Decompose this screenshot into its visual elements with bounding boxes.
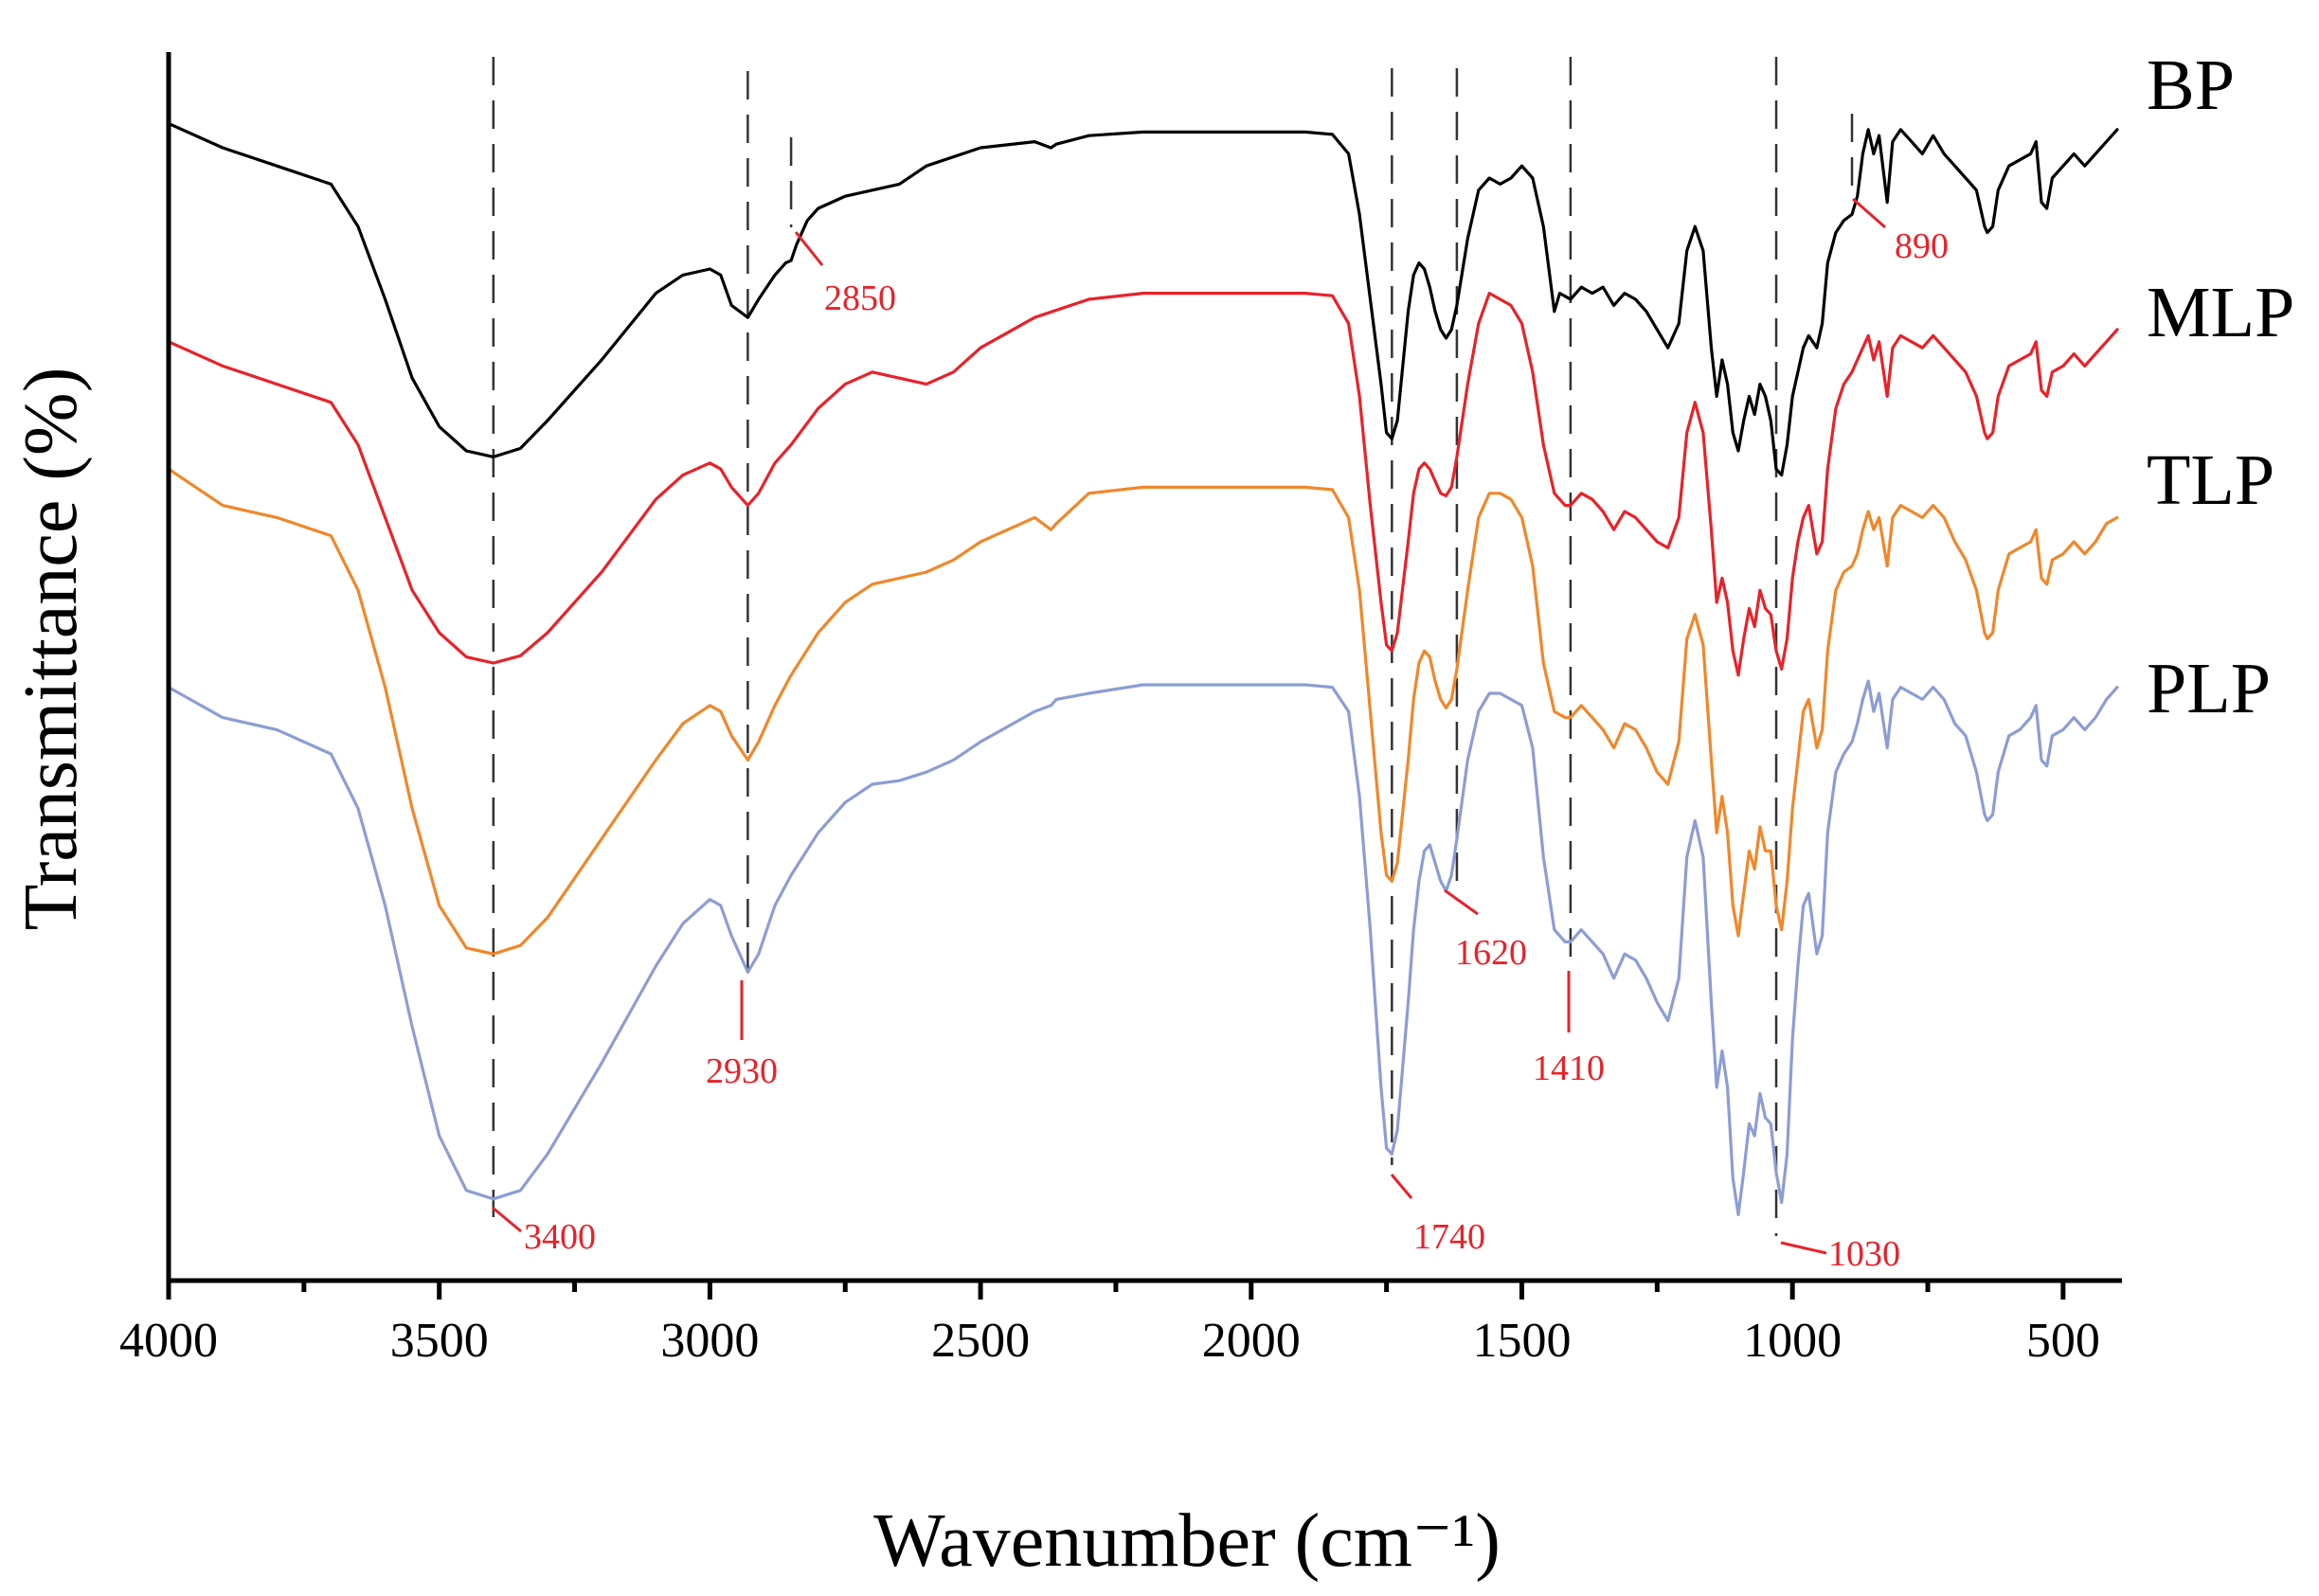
series-layer [167, 121, 2119, 1216]
series-label-mlp: MLP [2147, 273, 2294, 352]
x-tick-label: 3000 [660, 1314, 759, 1368]
annotation-leader-1620 [1444, 888, 1479, 916]
x-tick-label: 2000 [1202, 1314, 1301, 1368]
reference-lines [492, 57, 1854, 1236]
annotation-leader-890 [1852, 197, 1886, 229]
annotation-label-1030: 1030 [1828, 1234, 1900, 1274]
annotation-leader-2850 [794, 231, 824, 266]
series-line-plp [167, 679, 2119, 1216]
series-label-bp: BP [2147, 45, 2235, 125]
annotation-label-2850: 2850 [824, 278, 896, 318]
x-tick-label: 3500 [390, 1314, 489, 1368]
x-tick-label: 1500 [1472, 1314, 1571, 1368]
annotation-label-3400: 3400 [524, 1217, 596, 1257]
annotation-leader-1030 [1780, 1241, 1827, 1255]
series-label-tlp: TLP [2147, 440, 2274, 520]
y-axis-title: Transmittance (%) [9, 368, 93, 931]
annotation-label-2930: 2930 [706, 1051, 778, 1091]
series-line-mlp [167, 292, 2119, 677]
x-tick-label: 4000 [119, 1314, 218, 1368]
x-tick-label: 500 [2026, 1314, 2100, 1368]
series-line-tlp [167, 467, 2119, 956]
x-tick-label: 2500 [931, 1314, 1030, 1368]
series-line-bp [167, 121, 2119, 477]
x-axis-title: Wavenumber (cm⁻¹) [873, 1499, 1501, 1583]
annotation-leader-3400 [492, 1206, 522, 1233]
x-tick-label: 1000 [1743, 1314, 1842, 1368]
series-labels: BP MLP TLP PLP [2147, 45, 2294, 728]
annotation-label-1740: 1740 [1413, 1217, 1485, 1257]
peak-annotations: 3400 2930 2850 1740 1620 1410 1030 890 [492, 197, 1949, 1274]
annotation-label-1410: 1410 [1533, 1049, 1605, 1088]
series-label-plp: PLP [2147, 649, 2271, 728]
annotation-label-1620: 1620 [1455, 933, 1527, 973]
x-ticks: 4000 3500 3000 2500 2000 1500 1000 500 [119, 1281, 2100, 1368]
axes: 4000 3500 3000 2500 2000 1500 1000 500 [119, 52, 2122, 1368]
annotation-leader-1740 [1390, 1174, 1413, 1199]
annotation-label-890: 890 [1895, 226, 1949, 266]
